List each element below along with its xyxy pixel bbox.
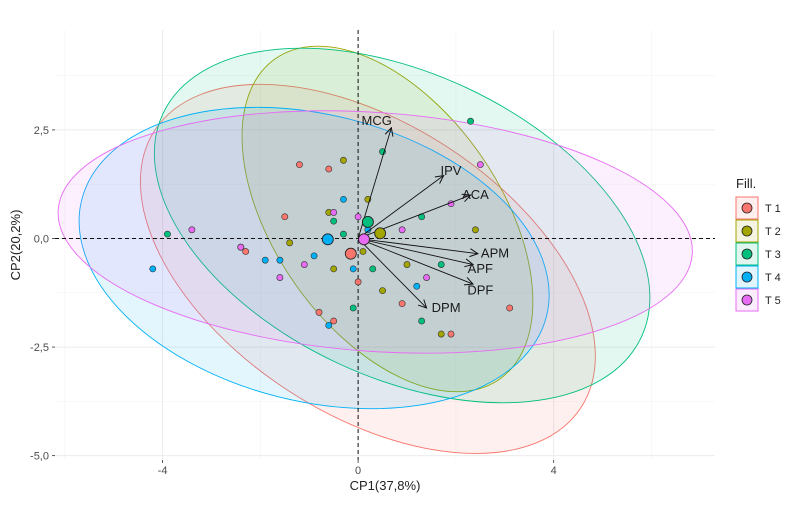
data-point [330, 209, 338, 216]
data-point [437, 330, 445, 338]
data-point [398, 300, 406, 308]
x-tick-label: -4 [158, 465, 168, 477]
legend-title: Fill. [736, 176, 756, 191]
data-point [379, 287, 386, 295]
data-point [330, 317, 338, 325]
y-tick-label: -5,0 [30, 451, 49, 463]
group-ellipses [57, 45, 693, 454]
data-point [242, 248, 250, 255]
ellipse-t1 [139, 83, 596, 454]
data-point [349, 304, 357, 312]
data-point [354, 213, 362, 221]
data-point [325, 165, 333, 173]
loading-label-aca: ACA [462, 187, 489, 202]
data-point [281, 213, 289, 221]
legend-marker [741, 294, 753, 306]
data-point [261, 256, 269, 264]
data-point [467, 117, 474, 125]
loading-label-apf: APF [468, 261, 493, 276]
loading-label-ipv: IPV [441, 163, 462, 178]
loading-label-dpf: DPF [467, 283, 493, 298]
legend-label: T 4 [765, 272, 781, 284]
loading-arrow-dpm [357, 238, 426, 307]
data-point [310, 252, 318, 260]
data-point [286, 239, 294, 247]
data-point [276, 256, 284, 264]
x-tick-label: 0 [355, 465, 361, 477]
legend-label: T 3 [765, 249, 781, 261]
data-point [359, 248, 367, 255]
loading-label-apm: APM [481, 246, 509, 261]
loading-arrow-apm [358, 238, 478, 253]
y-tick-label: 2,5 [34, 125, 49, 137]
data-point [413, 282, 421, 290]
data-point [340, 230, 347, 238]
data-point [472, 226, 479, 234]
reference-lines [55, 30, 715, 460]
data-point [188, 226, 196, 234]
centroid-t3 [361, 216, 374, 228]
data-point [330, 265, 338, 273]
ellipse-t2 [241, 45, 534, 393]
loading-label-dpm: DPM [432, 300, 461, 315]
data-points [149, 117, 514, 338]
legend: Fill. T 1 T 2 T 3 T 4 T 5 [735, 176, 781, 312]
y-tick-label: -2,5 [30, 342, 49, 354]
data-point [149, 265, 157, 273]
loading-arrow-dpf [357, 238, 473, 284]
data-point [423, 274, 430, 281]
legend-label: T 2 [765, 226, 781, 238]
data-point [340, 195, 347, 203]
centroid-t4 [321, 233, 334, 246]
data-point [437, 261, 445, 268]
legend-label: T 5 [765, 295, 781, 307]
data-point [296, 161, 303, 169]
data-point [164, 230, 171, 238]
ellipse-t3 [153, 47, 651, 404]
data-point [349, 265, 357, 273]
data-point [403, 261, 411, 268]
loading-arrow-apf [358, 238, 473, 264]
data-point [325, 321, 333, 329]
loading-arrow-ipv [357, 176, 444, 239]
data-point [237, 243, 245, 251]
legend-label: T 1 [765, 203, 781, 215]
data-point [447, 330, 455, 338]
data-point [506, 304, 514, 312]
legend-marker [741, 248, 753, 260]
axis-ticks: -4 0 4 -5,0 -2,5 0,0 2,5 [30, 125, 557, 477]
data-point [315, 308, 323, 316]
data-point [300, 261, 308, 268]
y-tick-label: 0,0 [34, 233, 49, 245]
data-point [354, 278, 362, 286]
data-point [398, 226, 406, 234]
x-axis-title: CP1(37,8%) [350, 478, 421, 493]
legend-marker [741, 271, 753, 283]
centroid-t2 [374, 227, 387, 240]
loading-label-mcg: MCG [362, 113, 392, 128]
y-axis-title: CP2(20,2%) [8, 210, 23, 281]
data-point [330, 217, 338, 225]
data-point [276, 274, 284, 281]
centroid-t5 [358, 233, 370, 246]
data-point [369, 265, 377, 273]
group-centroids [321, 216, 387, 260]
data-point [418, 317, 426, 325]
centroid-t1 [344, 247, 357, 260]
legend-marker [741, 225, 753, 237]
data-point [476, 161, 484, 169]
data-point [340, 156, 347, 164]
x-tick-label: 4 [551, 465, 557, 477]
legend-marker [741, 202, 753, 214]
